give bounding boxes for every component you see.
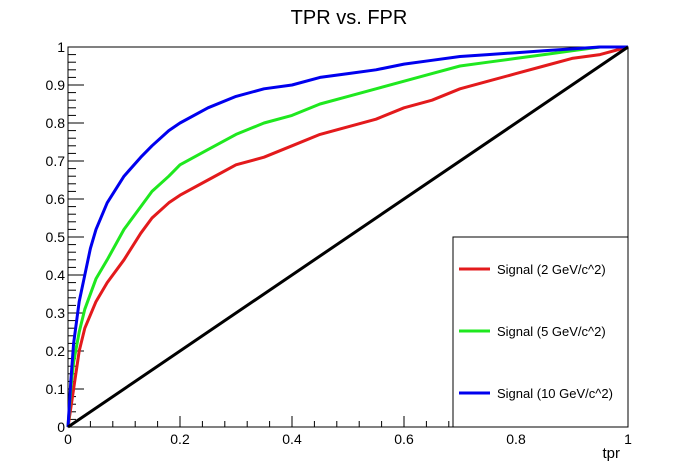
series-line-2 (66, 45, 628, 428)
y-tick-label: 0.9 (46, 77, 66, 93)
x-tick-label: 0.6 (394, 431, 414, 447)
series-line-3 (66, 45, 628, 428)
y-tick-label: 0.5 (46, 229, 66, 245)
y-tick-label: 0.6 (46, 191, 66, 207)
series-line-4 (67, 45, 629, 429)
x-tick-label: 0.8 (506, 431, 526, 447)
y-tick-label: 0.2 (46, 343, 66, 359)
chart-title: TPR vs. FPR (291, 7, 408, 29)
y-tick-label: 0.4 (46, 267, 66, 283)
x-tick-label: 1 (624, 431, 632, 447)
y-tick-label: 1 (57, 39, 65, 55)
legend-label: Signal (5 GeV/c^2) (497, 324, 606, 339)
tick-labels: 0 0.2 0.4 0.6 0.8 1 0 0.1 0.2 0.3 0.4 0.5 0.6 0.7 0.8 0… (46, 39, 633, 447)
legend-label: Signal (10 GeV/c^2) (497, 386, 613, 401)
y-tick-label: 0.1 (46, 381, 66, 397)
x-tick-label: 0.4 (282, 431, 302, 447)
series-line-1 (66, 45, 629, 428)
y-tick-label: 0 (57, 419, 65, 435)
y-tick-label: 0.7 (46, 153, 66, 169)
legend-entries: Signal (2 GeV/c^2) Signal (5 GeV/c^2) Sign… (459, 262, 613, 401)
x-axis-label: tpr (602, 445, 620, 462)
y-tick-label: 0.3 (46, 305, 66, 321)
series-lines (66, 45, 629, 429)
y-tick-label: 0.8 (46, 115, 66, 131)
legend-label: Signal (2 GeV/c^2) (497, 262, 606, 277)
x-tick-label: 0 (64, 431, 72, 447)
legend: Signal (2 GeV/c^2) Signal (5 GeV/c^2) Sign… (452, 236, 629, 428)
x-tick-label: 0.2 (170, 431, 190, 447)
